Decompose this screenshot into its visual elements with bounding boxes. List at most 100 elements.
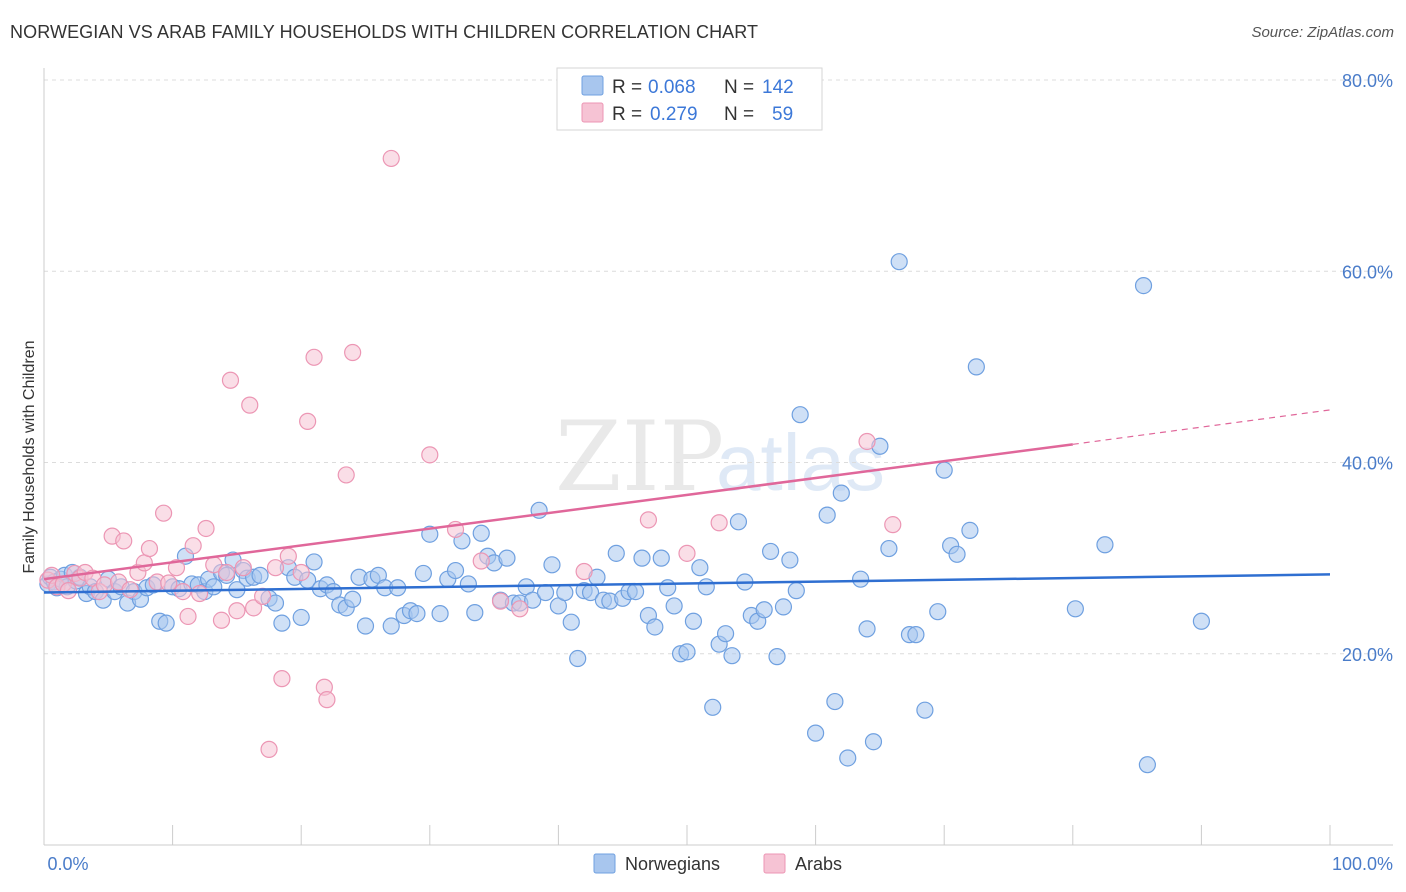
- norwegian-point-101: [659, 579, 677, 597]
- norwegian-point-96: [626, 582, 645, 601]
- arab-point-21: [167, 559, 186, 577]
- arab-point-24: [184, 537, 202, 555]
- norwegian-point-47: [305, 553, 323, 571]
- norwegian-point-147: [1192, 612, 1211, 630]
- norwegian-point-99: [646, 618, 664, 636]
- arab-point-13: [115, 532, 133, 550]
- norwegian-point-143: [1096, 536, 1114, 554]
- watermark-zip: ZIP: [555, 401, 724, 513]
- arab-point-14: [121, 581, 139, 599]
- arab-point-41: [299, 412, 317, 430]
- legend-swatch-arabs: [581, 102, 604, 123]
- arab-point-42: [305, 348, 323, 366]
- arabs-trend-line: [43, 443, 1073, 581]
- norwegian-point-138: [935, 461, 953, 479]
- stats-legend: R = 0.068 N = 142 R = 0.279 N = 59: [556, 67, 823, 131]
- arab-point-25: [191, 584, 209, 603]
- x-tick-label-max: 100.0%: [1332, 854, 1393, 874]
- arab-point-32: [234, 559, 252, 577]
- norwegian-point-112: [729, 513, 748, 531]
- norwegian-point-123: [806, 724, 825, 742]
- norwegian-point-45: [292, 608, 310, 627]
- norwegian-point-140: [948, 545, 966, 563]
- arab-point-30: [221, 371, 240, 389]
- norwegian-point-133: [890, 253, 908, 271]
- legend-n-label-arabs: N =: [724, 104, 754, 125]
- y-tick-label-80: 80.0%: [1342, 71, 1393, 91]
- norwegian-point-124: [818, 506, 836, 524]
- norwegian-point-42: [273, 614, 291, 632]
- arab-point-19: [154, 504, 173, 522]
- arab-point-45: [337, 466, 355, 484]
- norwegian-point-86: [562, 613, 580, 631]
- norwegians-trend-line: [43, 573, 1331, 594]
- norwegians-points: [39, 253, 1211, 774]
- arab-point-57: [858, 432, 876, 451]
- legend-n-label-norwegians: N =: [724, 77, 754, 98]
- legend-r-label-norwegians: R =: [612, 77, 642, 98]
- norwegian-point-120: [781, 551, 799, 569]
- arab-point-17: [140, 539, 159, 558]
- norwegian-point-121: [787, 582, 805, 600]
- norwegian-point-64: [414, 564, 432, 583]
- norwegian-point-136: [916, 701, 934, 719]
- series-legend: Norwegians Arabs: [593, 853, 842, 874]
- arab-point-39: [279, 547, 297, 565]
- arab-point-40: [292, 563, 310, 582]
- arab-point-56: [710, 514, 728, 532]
- norwegian-point-142: [1066, 600, 1084, 618]
- norwegian-point-110: [716, 625, 735, 643]
- watermark-atlas: atlas: [716, 418, 885, 507]
- arab-point-48: [421, 446, 439, 464]
- norwegian-point-71: [466, 604, 484, 622]
- norwegian-point-87: [569, 649, 587, 668]
- norwegian-point-72: [472, 524, 490, 542]
- arab-point-31: [228, 602, 246, 620]
- arab-point-20: [160, 574, 178, 592]
- norwegian-point-23: [157, 614, 175, 632]
- x-tick-label-min: 0.0%: [47, 854, 88, 874]
- trend-lines: [43, 409, 1331, 594]
- norwegian-point-97: [633, 549, 651, 567]
- norwegian-point-119: [774, 598, 793, 616]
- arab-point-55: [678, 544, 696, 562]
- norwegian-point-129: [858, 620, 876, 638]
- norwegian-point-111: [723, 647, 741, 665]
- arab-point-51: [491, 592, 510, 610]
- norwegian-point-104: [678, 643, 696, 661]
- arab-point-16: [135, 554, 153, 572]
- chart-source: Source: ZipAtlas.com: [1251, 24, 1394, 41]
- norwegian-point-83: [543, 556, 561, 574]
- bottom-legend-swatch-norwegians: [593, 853, 616, 874]
- norwegian-point-125: [826, 692, 844, 711]
- legend-n-value-norwegians: 142: [762, 77, 794, 98]
- legend-r-value-arabs: 0.279: [650, 104, 698, 125]
- arab-point-38: [273, 670, 291, 688]
- arab-point-53: [575, 562, 593, 581]
- x-ticks: [172, 825, 1331, 845]
- legend-swatch-norwegians: [581, 75, 604, 96]
- bottom-legend-arabs: Arabs: [795, 854, 842, 874]
- norwegian-point-68: [446, 561, 465, 580]
- arabs-points: [39, 149, 902, 758]
- norwegian-point-141: [961, 521, 979, 539]
- norwegian-point-137: [929, 603, 947, 621]
- norwegian-point-66: [431, 604, 449, 623]
- arab-point-33: [241, 396, 259, 414]
- norwegian-point-127: [839, 749, 857, 767]
- norwegian-point-118: [768, 648, 786, 666]
- norwegian-point-105: [684, 612, 703, 630]
- y-tick-label-60: 60.0%: [1342, 262, 1393, 282]
- y-tick-label-40: 40.0%: [1342, 454, 1393, 474]
- norwegian-point-39: [251, 566, 269, 584]
- arab-point-4: [59, 582, 78, 600]
- norwegian-point-107: [697, 578, 715, 596]
- norwegian-point-126: [832, 484, 850, 502]
- norwegian-point-76: [498, 549, 516, 567]
- arab-point-44: [318, 691, 336, 709]
- norwegian-point-135: [907, 626, 925, 644]
- chart-title: NORWEGIAN VS ARAB FAMILY HOUSEHOLDS WITH…: [10, 22, 759, 42]
- norwegian-point-116: [755, 601, 773, 619]
- norwegian-point-128: [852, 570, 870, 588]
